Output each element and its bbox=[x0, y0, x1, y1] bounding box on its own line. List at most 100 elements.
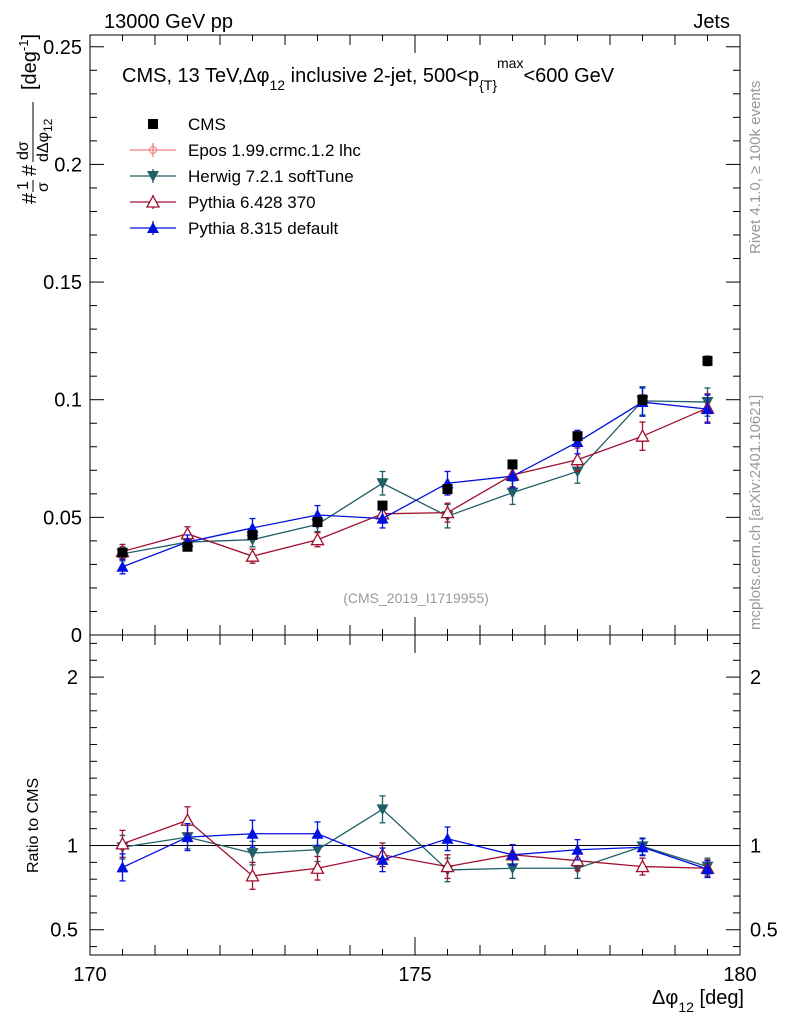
main-point-pythia8 bbox=[506, 470, 519, 482]
svg-text:[deg-1]: [deg-1] bbox=[16, 34, 41, 90]
ratio-point-pythia8 bbox=[506, 848, 519, 860]
legend-label-epos: Epos 1.99.crmc.1.2 lhc bbox=[188, 141, 361, 160]
legend-marker-pythia8 bbox=[147, 222, 159, 233]
main-point-herwig bbox=[506, 487, 519, 499]
legend-marker-herwig bbox=[147, 171, 159, 182]
ratio-point-pythia6 bbox=[115, 836, 130, 850]
legend-label-pythia8: Pythia 8.315 default bbox=[188, 219, 339, 238]
ratio-point-pythia8 bbox=[376, 853, 389, 865]
ratio-xtick-label: 170 bbox=[73, 964, 106, 986]
legend: CMS Epos 1.99.crmc.1.2 lhc Herwig 7.2.1 so… bbox=[130, 115, 361, 238]
main-point-pythia8 bbox=[571, 436, 584, 448]
ratio-line-pythia8 bbox=[122, 833, 708, 870]
ratio-point-herwig bbox=[311, 844, 324, 856]
main-point-pythia6 bbox=[635, 428, 650, 442]
ratio-point-pythia8 bbox=[441, 832, 454, 844]
ratio-ytick-label: 2 bbox=[67, 667, 78, 689]
header-right: Jets bbox=[693, 11, 730, 33]
main-series-cms bbox=[117, 355, 713, 558]
main-point-cms bbox=[247, 530, 258, 540]
ratio-point-pythia8 bbox=[311, 827, 324, 839]
ratio-series-pythia8 bbox=[116, 819, 714, 882]
ratio-plot-frame bbox=[89, 634, 741, 956]
main-point-pythia6 bbox=[570, 452, 585, 466]
ratio-point-pythia8 bbox=[116, 861, 129, 873]
main-ytick-label: 0.25 bbox=[43, 37, 82, 59]
ratio-series-layer bbox=[115, 795, 715, 890]
ratio-xtick-label: 175 bbox=[398, 964, 431, 986]
main-point-cms bbox=[182, 541, 193, 552]
ratio-point-pythia8 bbox=[701, 863, 714, 875]
ratio-point-herwig bbox=[376, 804, 389, 816]
svg-text:σ: σ bbox=[35, 182, 52, 192]
ratio-point-pythia6 bbox=[440, 859, 455, 873]
ratio-ytick-labels: 0.5 0.5 1 1 2 2 bbox=[50, 667, 778, 942]
main-series-layer bbox=[115, 355, 715, 575]
legend-marker-epos bbox=[148, 145, 158, 155]
svg-text:#: # bbox=[19, 164, 41, 176]
legend-label-herwig: Herwig 7.2.1 softTune bbox=[188, 167, 354, 186]
ratio-xtick-label: 180 bbox=[723, 964, 756, 986]
main-ytick-label: 0 bbox=[71, 625, 82, 647]
ratio-point-pythia6 bbox=[245, 868, 260, 882]
main-point-pythia6 bbox=[245, 548, 260, 562]
ratio-xtick-labels: 170 175 180 bbox=[73, 964, 756, 986]
ratio-point-pythia8 bbox=[246, 827, 259, 839]
ratio-ytick-label: 1 bbox=[67, 836, 78, 858]
legend-entry-cms: CMS bbox=[148, 115, 226, 134]
ratio-ytick-label-right: 0.5 bbox=[750, 920, 778, 942]
ratio-ytick-label-right: 1 bbox=[750, 836, 761, 858]
main-line-herwig bbox=[122, 400, 708, 555]
ratio-line-pythia6 bbox=[122, 819, 708, 877]
main-line-pythia6 bbox=[122, 407, 708, 557]
legend-label-cms: CMS bbox=[188, 115, 226, 134]
svg-text:dΔφ12: dΔφ12 bbox=[35, 118, 55, 162]
analysis-watermark: (CMS_2019_I1719955) bbox=[343, 590, 489, 606]
main-ytick-label: 0.1 bbox=[54, 390, 82, 412]
ratio-ytick-label-right: 2 bbox=[750, 667, 761, 689]
main-ytick-label: 0.05 bbox=[43, 507, 82, 529]
legend-entry-pythia8: Pythia 8.315 default bbox=[130, 219, 339, 238]
main-point-cms bbox=[637, 394, 648, 405]
main-point-herwig bbox=[376, 478, 389, 490]
main-ylabel: # 1 σ # dσ dΔφ12 [deg-1] bbox=[15, 34, 55, 204]
xlabel: Δφ12 [deg] bbox=[652, 987, 744, 1015]
ratio-point-pythia8 bbox=[636, 841, 649, 853]
main-ytick-label: 0.15 bbox=[43, 272, 82, 294]
legend-entry-epos: Epos 1.99.crmc.1.2 lhc bbox=[130, 141, 361, 160]
rivet-label: Rivet 4.1.0, ≥ 100k events bbox=[747, 81, 764, 254]
legend-marker-pythia6 bbox=[145, 194, 161, 208]
legend-marker-cms bbox=[148, 119, 158, 129]
ratio-point-pythia6 bbox=[310, 860, 325, 874]
legend-label-pythia6: Pythia 6.428 370 bbox=[188, 193, 316, 212]
svg-text:dσ: dσ bbox=[15, 141, 32, 160]
ratio-ylabel: Ratio to CMS bbox=[25, 778, 42, 873]
mcplots-label: mcplots.cern.ch [arXiv:2401.10621] bbox=[747, 395, 764, 630]
main-point-pythia6 bbox=[440, 505, 455, 519]
svg-text:1: 1 bbox=[15, 181, 32, 190]
main-point-cms bbox=[702, 355, 713, 366]
plot-title: CMS, 13 TeV,Δφ12 inclusive 2-jet, 500<p{… bbox=[122, 55, 615, 93]
main-point-cms bbox=[312, 517, 323, 528]
svg-text:#: # bbox=[19, 192, 41, 204]
main-point-pythia8 bbox=[376, 512, 389, 524]
ratio-point-pythia8 bbox=[181, 831, 194, 843]
legend-entry-pythia6: Pythia 6.428 370 bbox=[130, 193, 316, 212]
main-ytick-label: 0.2 bbox=[54, 154, 82, 176]
main-point-cms bbox=[117, 547, 128, 558]
main-point-pythia6 bbox=[310, 532, 325, 546]
main-point-cms bbox=[507, 459, 518, 470]
main-series-pythia8 bbox=[116, 387, 714, 575]
ratio-ytick-label: 0.5 bbox=[50, 920, 78, 942]
main-ticks bbox=[89, 35, 741, 636]
main-point-cms bbox=[572, 431, 583, 442]
ratio-point-pythia8 bbox=[571, 843, 584, 855]
main-point-cms bbox=[442, 484, 453, 495]
main-ytick-labels: 0 0.05 0.1 0.15 0.2 0.25 bbox=[43, 37, 82, 647]
main-point-pythia8 bbox=[116, 560, 129, 572]
ratio-series-herwig bbox=[116, 795, 714, 883]
ratio-ticks bbox=[89, 635, 741, 955]
legend-entry-herwig: Herwig 7.2.1 softTune bbox=[130, 167, 354, 186]
header-left: 13000 GeV pp bbox=[104, 11, 233, 33]
